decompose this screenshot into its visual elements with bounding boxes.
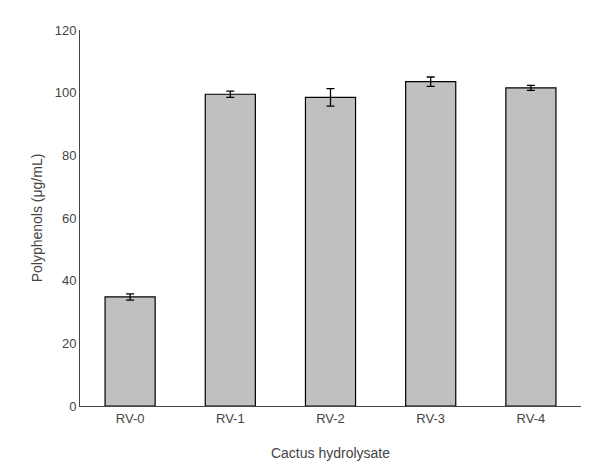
svg-text:Cactus hydrolysate: Cactus hydrolysate [271,445,390,461]
svg-text:Polyphenols (μg/mL): Polyphenols (μg/mL) [29,154,45,283]
svg-text:RV-2: RV-2 [316,411,345,426]
svg-text:RV-0: RV-0 [116,411,145,426]
svg-text:RV-1: RV-1 [216,411,245,426]
svg-text:60: 60 [62,211,76,226]
svg-text:80: 80 [62,148,76,163]
svg-text:RV-3: RV-3 [416,411,445,426]
svg-text:120: 120 [55,23,77,38]
svg-text:20: 20 [62,336,76,351]
svg-text:40: 40 [62,273,76,288]
svg-text:RV-4: RV-4 [517,411,546,426]
svg-text:0: 0 [69,399,76,414]
svg-text:100: 100 [55,85,77,100]
